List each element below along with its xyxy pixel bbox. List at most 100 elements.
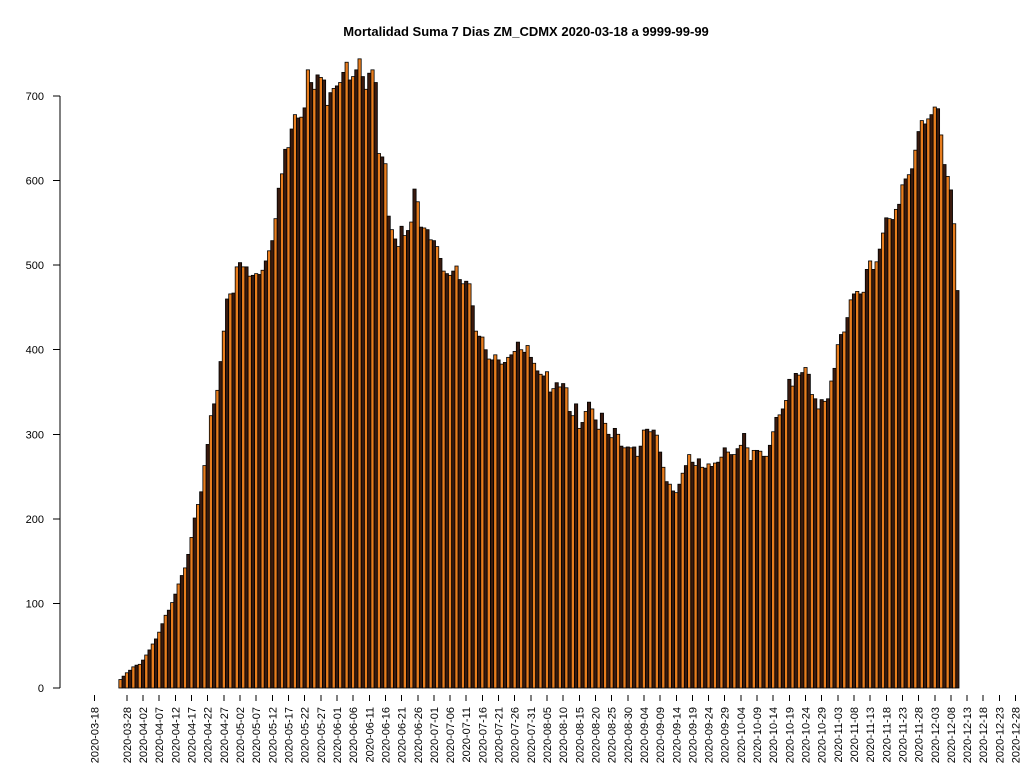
bar — [170, 602, 175, 689]
x-tick-label: 2020-07-06 — [445, 707, 457, 763]
y-tick-label: 100 — [26, 598, 44, 610]
bar — [280, 173, 285, 689]
bar — [706, 463, 711, 689]
bar — [554, 382, 559, 689]
bar — [919, 120, 924, 689]
bar — [289, 128, 294, 689]
x-tick-label: 2020-03-28 — [122, 707, 134, 763]
bar — [923, 123, 928, 689]
bar — [208, 415, 213, 689]
x-tick-label: 2020-08-30 — [623, 707, 635, 763]
x-tick-label: 2020-06-16 — [380, 707, 392, 763]
bar — [671, 490, 676, 689]
x-tick-label: 2020-05-22 — [300, 707, 312, 763]
bar — [952, 223, 957, 689]
x-tick-label: 2020-04-17 — [187, 707, 199, 763]
bar — [267, 250, 272, 689]
bar — [454, 265, 459, 689]
bar — [735, 448, 740, 689]
bar — [344, 61, 349, 689]
bar — [448, 274, 453, 689]
bar — [231, 292, 236, 689]
bar — [761, 455, 766, 689]
bar — [502, 362, 508, 689]
bar — [331, 88, 336, 689]
bar — [260, 269, 265, 689]
x-tick-label: 2020-09-19 — [687, 707, 699, 763]
bar — [389, 229, 394, 689]
bar — [431, 240, 436, 689]
bar — [160, 623, 165, 689]
x-tick-label: 2020-10-24 — [801, 707, 813, 763]
bar — [535, 370, 540, 689]
bar — [767, 444, 772, 689]
bar — [402, 235, 407, 689]
bar — [725, 451, 730, 689]
bar — [380, 156, 385, 689]
bar — [654, 434, 659, 689]
bar — [648, 431, 653, 689]
bar — [716, 461, 721, 689]
bar — [580, 422, 585, 689]
bar — [638, 445, 643, 689]
bar — [809, 394, 814, 689]
bar — [302, 107, 307, 689]
bar — [163, 614, 168, 689]
bar — [771, 431, 776, 689]
bar — [948, 189, 953, 689]
bar — [286, 147, 291, 689]
bar — [696, 458, 701, 689]
x-tick-label: 2020-08-10 — [558, 707, 570, 763]
bar — [212, 403, 217, 689]
y-tick-label: 700 — [26, 91, 44, 103]
bar — [910, 168, 915, 689]
bar — [851, 293, 856, 689]
bar — [881, 232, 886, 689]
bar — [457, 279, 462, 689]
bar — [153, 638, 159, 689]
bar — [141, 659, 146, 689]
bar — [570, 415, 575, 689]
bar — [722, 447, 727, 689]
bar — [444, 273, 449, 689]
bar — [557, 386, 562, 689]
bar — [263, 260, 268, 689]
bar — [797, 374, 802, 689]
bar — [334, 85, 339, 689]
bar — [864, 269, 869, 689]
x-tick-label: 2020-12-18 — [978, 707, 990, 763]
x-tick-label: 2020-07-21 — [494, 707, 506, 763]
bar — [506, 356, 511, 689]
bar — [599, 412, 604, 689]
x-tick-label: 2020-03-18 — [90, 707, 102, 763]
bar — [305, 69, 310, 689]
x-tick-label: 2020-09-09 — [655, 707, 667, 763]
bar — [877, 248, 882, 689]
bar — [906, 174, 911, 689]
bar — [186, 553, 191, 689]
bar — [551, 388, 556, 689]
bar — [131, 666, 136, 689]
bar — [396, 246, 401, 689]
bar — [793, 373, 798, 689]
bar — [480, 336, 485, 689]
bar — [674, 492, 679, 689]
bar — [544, 371, 550, 689]
bar — [292, 114, 297, 689]
bar — [273, 218, 278, 689]
bar — [903, 178, 908, 689]
x-tick-label: 2020-04-12 — [170, 707, 182, 763]
bar — [499, 363, 504, 689]
bar — [470, 305, 475, 689]
x-tick-label: 2020-04-27 — [219, 707, 231, 763]
bar — [525, 345, 530, 689]
bar — [441, 270, 446, 689]
y-tick-label: 600 — [26, 176, 44, 188]
y-tick-label: 400 — [26, 345, 44, 357]
bar — [813, 398, 818, 689]
bar — [234, 266, 239, 689]
bar — [619, 445, 624, 689]
bar — [587, 401, 592, 689]
bar — [887, 218, 892, 689]
bar — [945, 175, 950, 689]
